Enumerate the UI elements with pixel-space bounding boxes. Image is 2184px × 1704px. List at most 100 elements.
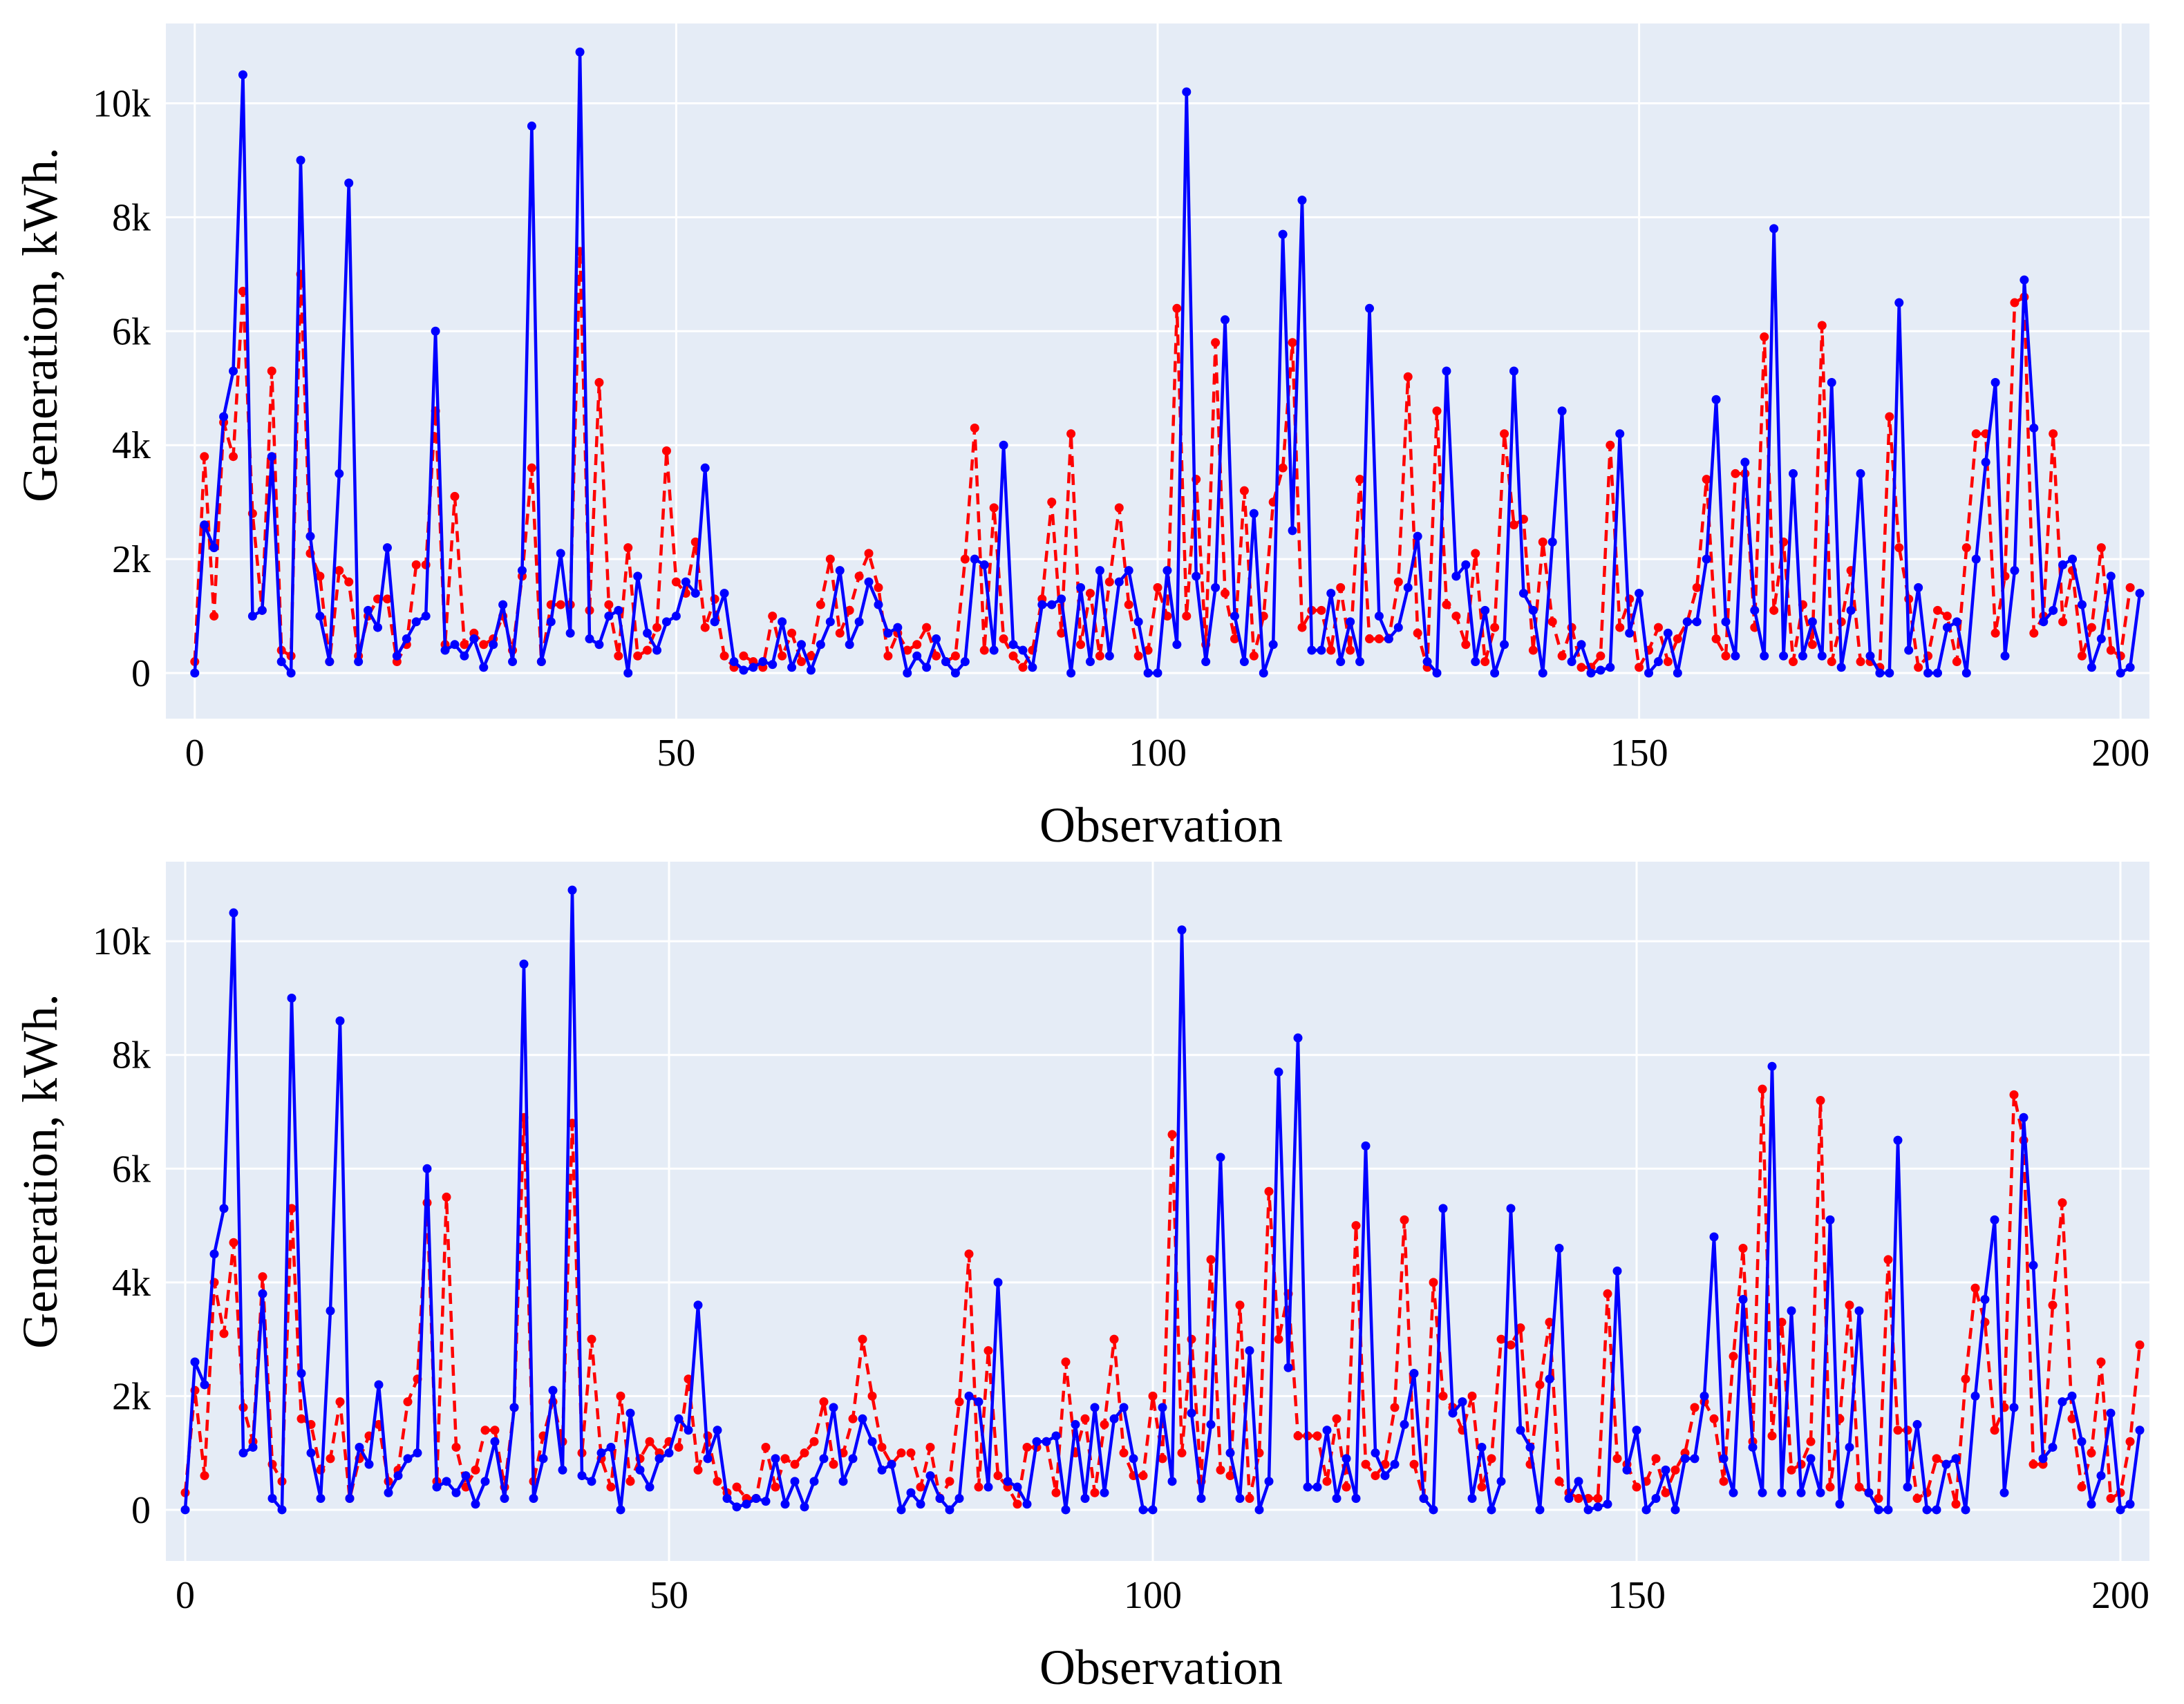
data-point (932, 651, 941, 661)
data-point (1740, 457, 1750, 467)
data-point (305, 531, 315, 541)
data-point (1777, 1317, 1787, 1327)
data-point (1317, 645, 1326, 655)
data-point (219, 1204, 229, 1213)
data-point (1153, 583, 1162, 592)
data-point (1817, 651, 1827, 661)
data-point (887, 1459, 896, 1469)
data-point (517, 566, 527, 576)
data-point (1845, 1300, 1854, 1310)
data-point (1249, 509, 1259, 518)
data-point (267, 452, 276, 462)
data-point (999, 634, 1008, 644)
data-point (935, 1493, 945, 1503)
data-point (1216, 1465, 1225, 1475)
data-point (2028, 1459, 2038, 1469)
data-point (1700, 1391, 1709, 1401)
data-point (1670, 1465, 1680, 1475)
data-point (335, 1397, 345, 1407)
data-point (2020, 275, 2029, 285)
data-point (771, 1482, 780, 1492)
grid-lines (166, 23, 2149, 719)
data-point (575, 47, 585, 57)
data-point (1114, 577, 1124, 587)
data-point (1661, 1488, 1670, 1497)
data-point (209, 543, 219, 553)
data-point (1028, 663, 1037, 672)
data-point (1080, 1493, 1090, 1503)
data-point (1682, 617, 1692, 627)
data-point (2096, 634, 2106, 644)
data-point (1644, 668, 1654, 678)
data-point (431, 326, 440, 336)
data-point (1912, 1420, 1922, 1430)
data-point (983, 1346, 993, 1356)
data-point (623, 668, 633, 678)
data-point (1403, 583, 1413, 592)
y-tick-label: 2k (112, 1375, 151, 1418)
data-point (527, 463, 536, 473)
data-point (674, 1414, 684, 1423)
data-point (1342, 1482, 1351, 1492)
data-point (1365, 634, 1375, 644)
data-point (2106, 645, 2116, 655)
data-point (1429, 1278, 1438, 1287)
data-point (2019, 1113, 2028, 1122)
data-point (1874, 1493, 1883, 1503)
data-point (1153, 668, 1162, 678)
data-point (546, 617, 556, 627)
data-point (780, 1499, 790, 1509)
x-tick-label: 150 (1610, 732, 1668, 775)
series-layer (180, 885, 2145, 1515)
data-point (1393, 623, 1403, 632)
data-point (1013, 1482, 1022, 1492)
data-point (594, 640, 604, 650)
data-point (374, 1380, 384, 1390)
data-point (1124, 600, 1133, 609)
data-point (829, 1459, 838, 1469)
data-point (1047, 600, 1057, 609)
data-point (1066, 429, 1076, 439)
data-point (1361, 1459, 1371, 1469)
data-point (800, 1448, 809, 1458)
data-point (1816, 1096, 1825, 1106)
data-point (1729, 1352, 1738, 1361)
data-point (970, 423, 979, 433)
data-point (1932, 1505, 1941, 1515)
data-point (854, 617, 864, 627)
data-point (1758, 1488, 1767, 1497)
data-point (960, 554, 970, 564)
data-point (2000, 651, 2010, 661)
data-point (1264, 1186, 1274, 1196)
data-point (922, 623, 932, 632)
data-point (912, 640, 922, 650)
data-point (1429, 1505, 1438, 1515)
data-point (1326, 589, 1336, 598)
data-point (1413, 531, 1422, 541)
data-point (874, 583, 883, 592)
data-point (1413, 628, 1422, 638)
data-point (1961, 1505, 1970, 1515)
data-point (829, 1403, 838, 1412)
data-point (1758, 1084, 1767, 1094)
data-point (1365, 303, 1375, 313)
data-point (1787, 1465, 1796, 1475)
data-point (848, 1454, 858, 1464)
data-point (1825, 1482, 1835, 1492)
data-point (1471, 549, 1480, 558)
data-point (1042, 1437, 1051, 1446)
data-point (287, 993, 296, 1003)
data-point (1221, 589, 1230, 598)
data-point (1970, 1283, 1980, 1293)
data-point (2087, 1448, 2096, 1458)
data-point (2087, 623, 2096, 632)
data-point (229, 1238, 238, 1247)
data-point (1922, 1505, 1932, 1515)
data-point (1225, 1471, 1235, 1481)
x-tick-label: 150 (1608, 1574, 1666, 1617)
data-point (1711, 395, 1721, 404)
data-point (1692, 617, 1702, 627)
data-point (1288, 526, 1297, 536)
data-point (1856, 657, 1865, 667)
data-point (1538, 537, 1547, 547)
